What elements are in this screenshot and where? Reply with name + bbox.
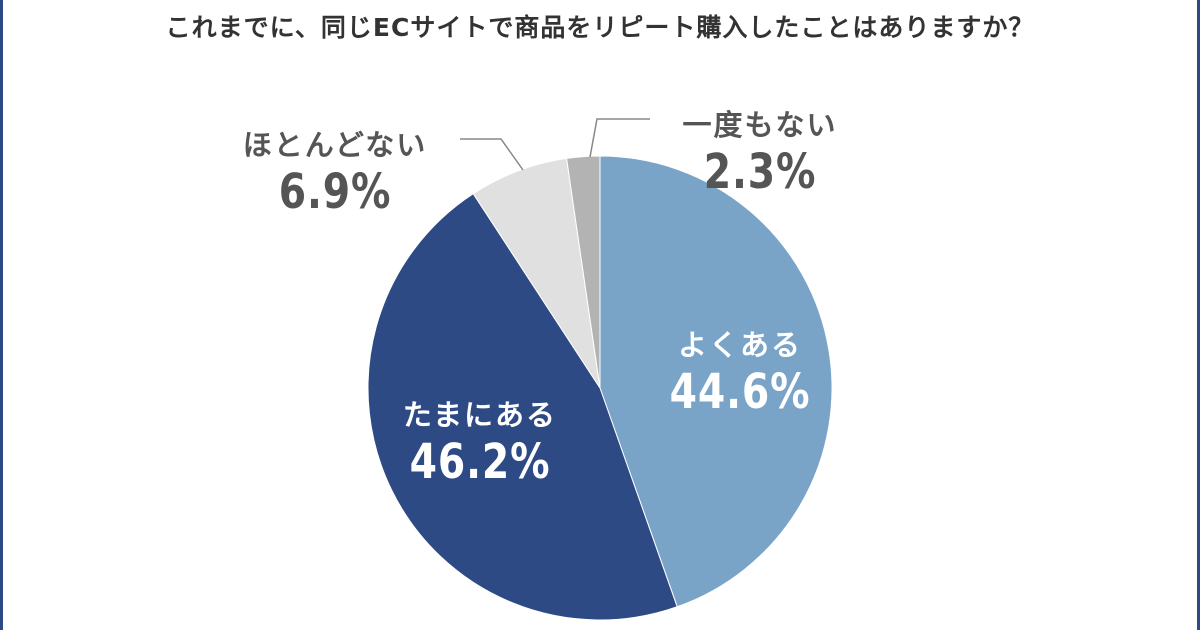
- leader-line-hotondonai: [460, 138, 524, 171]
- slice-percent: 6.9%: [278, 164, 392, 220]
- slice-category: よくある: [677, 328, 802, 362]
- slice-percent: 44.6%: [669, 364, 811, 420]
- slice-label-2: ほとんどない 6.9%: [230, 122, 440, 220]
- slice-label-3: 一度もない 2.3%: [670, 102, 850, 200]
- leader-line-ichidomonai: [589, 118, 650, 158]
- slice-category: ほとんどない: [242, 128, 428, 162]
- slice-percent: 2.3%: [703, 144, 817, 200]
- pie-slice-3: [566, 155, 601, 389]
- chart-title: これまでに、同じECサイトで商品をリピート購入したことはありますか？: [165, 13, 1035, 42]
- slice-label-0: よくある 44.6%: [640, 322, 840, 420]
- pie-slice-0: [599, 155, 833, 608]
- slice-category: 一度もない: [682, 108, 838, 142]
- slice-percent: 46.2%: [409, 434, 551, 490]
- slice-label-1: たまにある 46.2%: [380, 392, 580, 490]
- pie-slice-1: [367, 193, 678, 621]
- slice-category: たまにある: [402, 398, 558, 432]
